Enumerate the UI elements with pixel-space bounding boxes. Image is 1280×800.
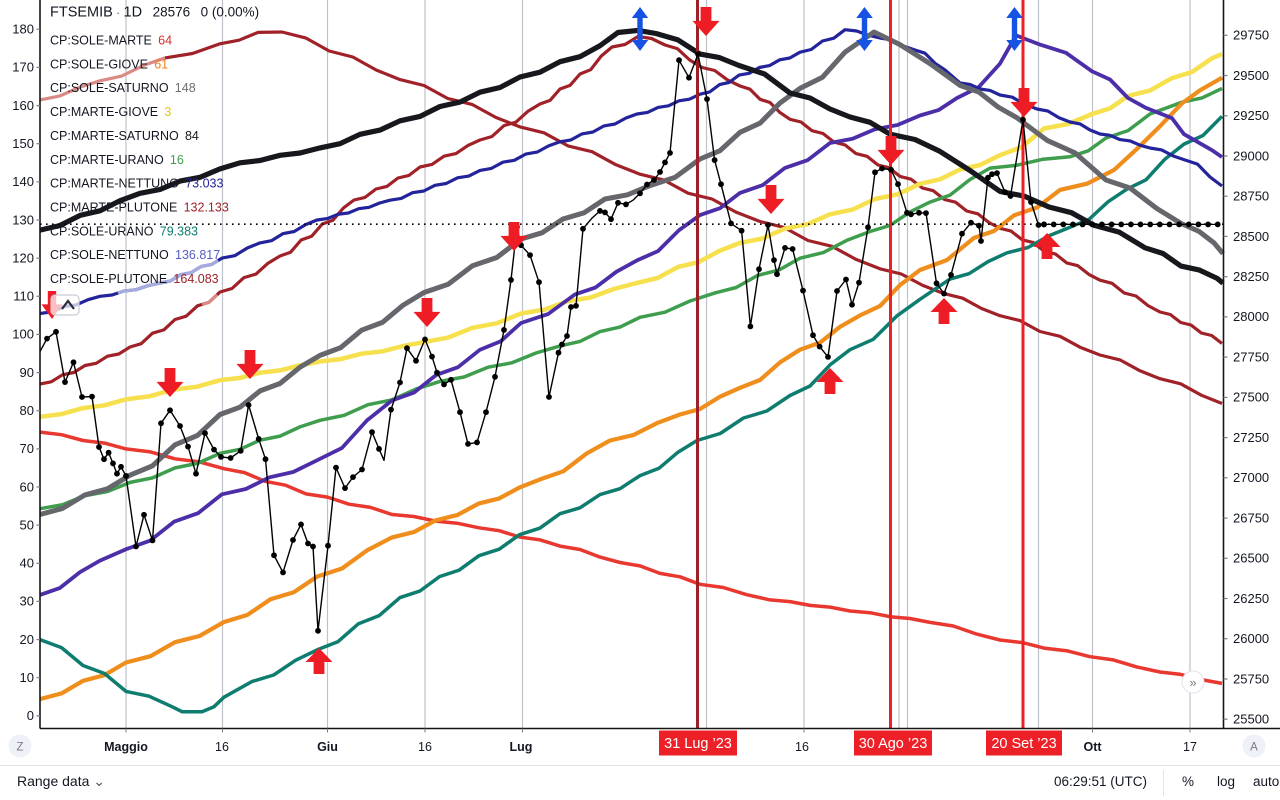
svg-text:FTSEMIB · 1D 28576 0 (0.00%): FTSEMIB · 1D 28576 0 (0.00%) (50, 5, 259, 21)
svg-text:log: log (1217, 774, 1235, 789)
svg-text:CP:SOLE-SATURNO 148: CP:SOLE-SATURNO 148 (50, 81, 196, 95)
svg-text:27000: 27000 (1233, 470, 1269, 485)
svg-text:160: 160 (12, 98, 34, 113)
svg-text:29250: 29250 (1233, 108, 1269, 123)
svg-text:CP:SOLE-NETTUNO 136.817: CP:SOLE-NETTUNO 136.817 (50, 248, 220, 262)
svg-text:29750: 29750 (1233, 28, 1269, 43)
svg-text:CP:MARTE-URANO 16: CP:MARTE-URANO 16 (50, 153, 184, 167)
svg-text:28750: 28750 (1233, 189, 1269, 204)
svg-text:CP:MARTE-SATURNO 84: CP:MARTE-SATURNO 84 (50, 129, 199, 143)
svg-text:16: 16 (418, 740, 432, 754)
svg-text:Maggio: Maggio (104, 740, 148, 754)
svg-text:28000: 28000 (1233, 309, 1269, 324)
svg-text:30: 30 (20, 594, 34, 609)
svg-text:180: 180 (12, 22, 34, 37)
svg-text:26250: 26250 (1233, 591, 1269, 606)
svg-text:25750: 25750 (1233, 671, 1269, 686)
svg-text:27500: 27500 (1233, 390, 1269, 405)
svg-text:CP:MARTE-GIOVE 3: CP:MARTE-GIOVE 3 (50, 105, 171, 119)
svg-text:80: 80 (20, 403, 34, 418)
svg-text:Giu: Giu (317, 740, 338, 754)
svg-text:170: 170 (12, 60, 34, 75)
svg-text:»: » (1189, 675, 1196, 690)
svg-text:CP:SOLE-GIOVE 61: CP:SOLE-GIOVE 61 (50, 57, 168, 71)
svg-text:40: 40 (20, 556, 34, 571)
svg-text:20: 20 (20, 632, 34, 647)
svg-text:50: 50 (20, 517, 34, 532)
svg-text:17: 17 (1183, 740, 1197, 754)
svg-text:140: 140 (12, 174, 34, 189)
svg-text:16: 16 (795, 740, 809, 754)
svg-text:90: 90 (20, 365, 34, 380)
svg-text:29500: 29500 (1233, 68, 1269, 83)
svg-text:CP:MARTE-PLUTONE 132.133: CP:MARTE-PLUTONE 132.133 (50, 200, 229, 214)
svg-text:20 Set ’23: 20 Set ’23 (991, 736, 1056, 752)
svg-text:06:29:51 (UTC): 06:29:51 (UTC) (1054, 774, 1147, 789)
svg-text:Z: Z (16, 742, 23, 754)
svg-text:0: 0 (27, 708, 34, 723)
svg-text:auto: auto (1253, 774, 1279, 789)
svg-text:A: A (1250, 742, 1258, 754)
svg-text:120: 120 (12, 251, 34, 266)
svg-text:150: 150 (12, 136, 34, 151)
svg-text:16: 16 (215, 740, 229, 754)
svg-text:29000: 29000 (1233, 148, 1269, 163)
svg-text:Range data ⌄: Range data ⌄ (17, 773, 105, 789)
svg-text:26750: 26750 (1233, 510, 1269, 525)
svg-text:130: 130 (12, 212, 34, 227)
svg-text:30 Ago ’23: 30 Ago ’23 (859, 736, 928, 752)
svg-text:27250: 27250 (1233, 430, 1269, 445)
svg-text:Lug: Lug (510, 740, 533, 754)
svg-text:%: % (1182, 774, 1194, 789)
svg-text:60: 60 (20, 479, 34, 494)
svg-text:CP:SOLE-URANO 79.383: CP:SOLE-URANO 79.383 (50, 224, 198, 238)
svg-text:31 Lug ’23: 31 Lug ’23 (664, 736, 732, 752)
svg-text:26000: 26000 (1233, 631, 1269, 646)
svg-text:28500: 28500 (1233, 229, 1269, 244)
svg-text:CP:SOLE-MARTE 64: CP:SOLE-MARTE 64 (50, 34, 172, 48)
svg-text:CP:MARTE-NETTUNO 73.033: CP:MARTE-NETTUNO 73.033 (50, 177, 223, 191)
svg-text:100: 100 (12, 327, 34, 342)
svg-text:26500: 26500 (1233, 551, 1269, 566)
svg-text:28250: 28250 (1233, 269, 1269, 284)
svg-text:25500: 25500 (1233, 712, 1269, 727)
svg-text:10: 10 (20, 670, 34, 685)
svg-text:27750: 27750 (1233, 349, 1269, 364)
svg-text:Ott: Ott (1083, 740, 1102, 754)
svg-text:110: 110 (13, 289, 34, 304)
svg-text:CP:SOLE-PLUTONE 164.083: CP:SOLE-PLUTONE 164.083 (50, 272, 219, 286)
svg-text:70: 70 (20, 441, 34, 456)
